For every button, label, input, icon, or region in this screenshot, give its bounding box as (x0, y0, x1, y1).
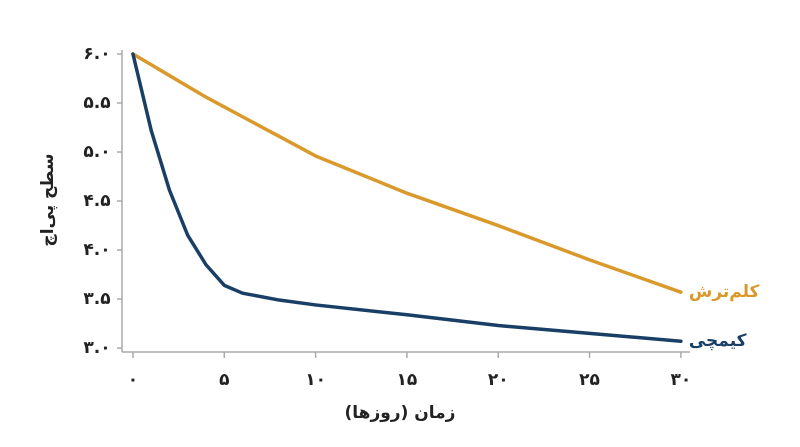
x-tick-label: ۱۵ (397, 370, 418, 390)
y-tick-label: ۳.۰ (83, 338, 110, 358)
y-tick-label: ۵.۵ (83, 93, 110, 113)
series-label: کلم‌ترش (689, 282, 760, 302)
series-label: کیمچی (689, 331, 747, 351)
y-tick-label: ۵.۰ (83, 142, 110, 162)
x-tick-label: ۱۰ (305, 370, 326, 390)
y-tick-label: ۶.۰ (83, 44, 110, 64)
y-axis-label: سطح پی‌اچ (38, 153, 58, 246)
x-axis-label: زمان (روزها) (345, 403, 456, 423)
y-tick-label: ۳.۵ (83, 289, 110, 309)
x-tick-label: ۰ (128, 370, 138, 390)
series-line (131, 52, 683, 294)
y-tick-label: ۴.۵ (83, 191, 110, 211)
x-tick-label: ۵ (219, 370, 229, 390)
x-tick-label: ۳۰ (670, 370, 691, 390)
x-tick-label: ۲۵ (579, 370, 600, 390)
y-tick-label: ۴.۰ (83, 240, 110, 260)
series-line (131, 52, 683, 343)
x-tick-label: ۲۰ (488, 370, 509, 390)
